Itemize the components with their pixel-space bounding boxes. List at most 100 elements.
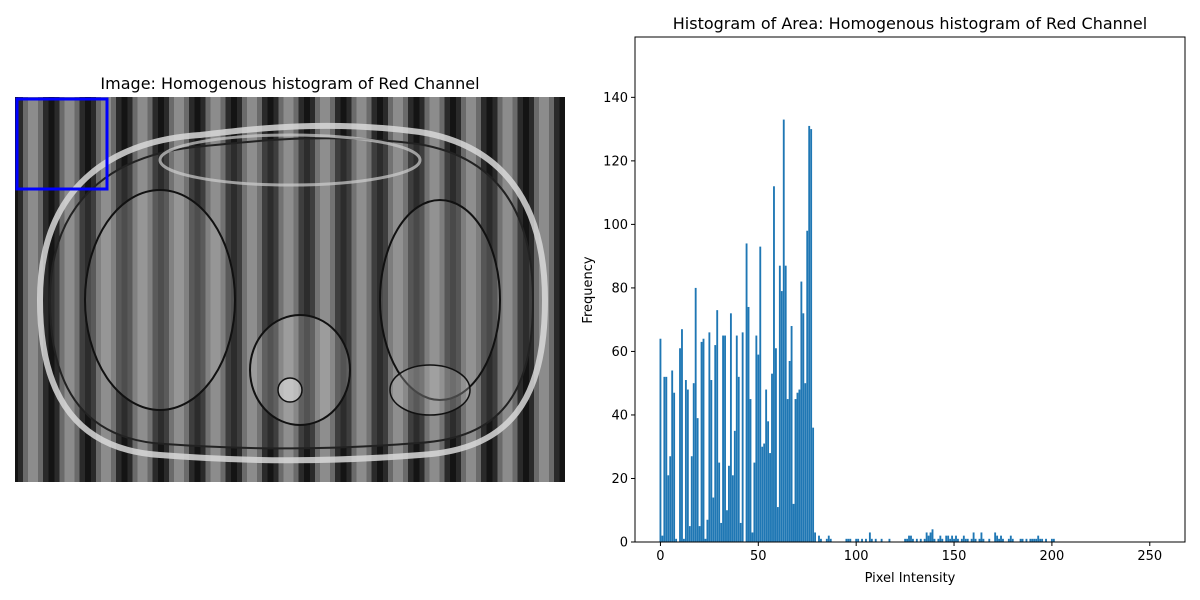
histogram-bar <box>919 538 922 542</box>
histogram-bar <box>771 373 773 542</box>
histogram-bar <box>694 287 697 542</box>
histogram-bar <box>683 538 685 542</box>
histogram-bar <box>755 335 758 542</box>
histogram-bar <box>966 538 969 542</box>
ct-image <box>15 97 565 482</box>
y-tick-label: 40 <box>611 408 628 423</box>
histogram-bar <box>847 538 850 542</box>
histogram-bar <box>880 538 883 542</box>
histogram-bar <box>1000 535 1002 542</box>
y-tick-label: 20 <box>611 472 628 487</box>
histogram-bar <box>671 370 674 542</box>
histogram-bar <box>806 230 809 543</box>
x-tick-label: 250 <box>1137 549 1162 564</box>
histogram-bar <box>733 430 736 542</box>
histogram-bar <box>722 335 725 542</box>
histogram-bar <box>980 532 983 542</box>
histogram-bar <box>716 310 719 542</box>
histogram-bar <box>1037 535 1040 542</box>
histogram-bar <box>955 535 957 542</box>
histogram-bar <box>923 538 926 542</box>
histogram-bar <box>1029 538 1032 542</box>
x-tick-label: 150 <box>942 549 967 564</box>
histogram-bar <box>800 281 803 542</box>
histogram-bar <box>982 538 985 542</box>
histogram-bar <box>1041 538 1044 542</box>
histogram-bar <box>829 538 832 542</box>
histogram-panel: Histogram of Area: Homogenous histogram … <box>581 14 1186 586</box>
histogram-bar <box>974 538 977 542</box>
histogram-bar <box>661 535 664 542</box>
histogram-bar <box>784 265 787 542</box>
histogram-bar <box>778 265 781 542</box>
histogram-bar <box>904 538 907 542</box>
histogram-bar <box>731 475 734 542</box>
y-tick-label: 0 <box>620 536 628 551</box>
histogram-bar <box>1031 538 1034 542</box>
histogram-bar <box>870 538 873 542</box>
histogram-bar <box>957 538 959 542</box>
histogram-bar <box>947 535 950 542</box>
histogram-bar <box>759 246 762 543</box>
image-panel: Image: Homogenous histogram of Red Chann… <box>15 74 565 482</box>
histogram-bar <box>684 380 687 542</box>
histogram-bar <box>729 313 732 542</box>
histogram-bar <box>763 443 766 542</box>
histogram-bar <box>1052 538 1055 542</box>
histogram-bar <box>945 535 948 542</box>
histogram-bar <box>970 538 973 542</box>
histogram-bar <box>780 291 783 542</box>
histogram-bar <box>765 389 768 542</box>
histogram-bar <box>996 535 999 542</box>
histogram-bar <box>728 465 730 542</box>
x-tick-label: 200 <box>1039 549 1064 564</box>
histogram-bar <box>769 453 771 542</box>
x-tick-label: 100 <box>844 549 869 564</box>
histogram-bar <box>737 376 740 542</box>
histogram-bar <box>925 532 928 542</box>
histogram-bar <box>665 376 668 542</box>
y-tick-label: 120 <box>603 154 628 169</box>
histogram-bar <box>827 535 830 542</box>
histogram-bar <box>774 348 777 542</box>
histogram-bar <box>931 529 934 542</box>
histogram-bar <box>972 532 975 542</box>
histogram-bar <box>941 538 944 542</box>
histogram-bar <box>751 532 754 542</box>
histogram-bar <box>927 535 930 542</box>
histogram-bar <box>1021 538 1024 542</box>
chart-title: Histogram of Area: Homogenous histogram … <box>673 14 1147 33</box>
histogram-bar <box>802 313 805 542</box>
histogram-bar <box>745 243 748 542</box>
histogram-bar <box>933 538 936 542</box>
histogram-bar <box>714 345 717 542</box>
histogram-bar <box>739 522 742 542</box>
histogram-bar <box>796 392 799 542</box>
histogram-bar <box>951 535 954 542</box>
histogram-bar <box>1025 538 1028 542</box>
histogram-bar <box>726 510 728 542</box>
y-tick-label: 100 <box>603 218 628 233</box>
histogram-bar <box>1009 535 1012 542</box>
histogram-bar <box>818 535 820 542</box>
histogram-bar <box>888 538 891 542</box>
histogram-bar <box>937 538 940 542</box>
histogram-bar <box>675 538 678 542</box>
histogram-bar <box>988 538 991 542</box>
histogram-bar <box>767 421 770 542</box>
histogram-bar <box>667 475 670 542</box>
histogram-bar <box>720 522 723 542</box>
histogram-bar <box>669 456 672 542</box>
histogram-bar <box>1039 538 1042 542</box>
histogram-bar <box>1002 538 1004 542</box>
histogram-bar <box>735 335 738 542</box>
histogram-bar <box>865 538 867 542</box>
histogram-bar <box>757 354 760 542</box>
histogram-bar <box>825 538 828 542</box>
histogram-bar <box>857 538 860 542</box>
histogram-bar <box>861 538 863 542</box>
histogram-bar <box>845 538 848 542</box>
image-title: Image: Homogenous histogram of Red Chann… <box>100 74 479 93</box>
histogram-bar <box>698 526 701 542</box>
histogram-bar <box>679 348 681 542</box>
